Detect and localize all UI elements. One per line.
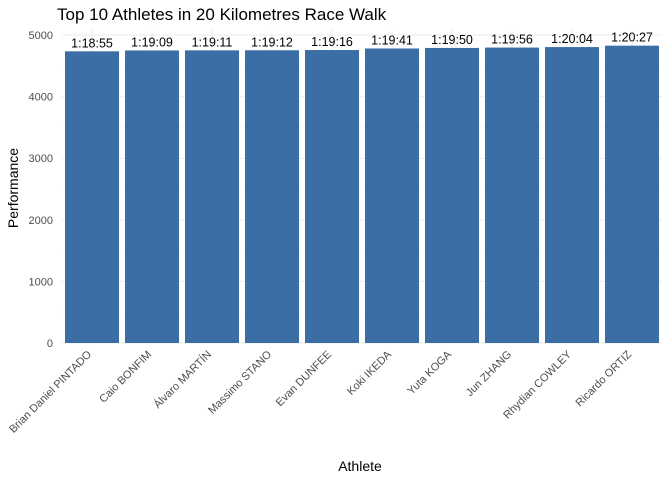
y-tick-label: 4000 xyxy=(29,92,53,104)
x-tick-label: Yuta KOGA xyxy=(405,348,454,397)
bar xyxy=(185,50,239,343)
bar-data-label: 1:18:55 xyxy=(71,36,113,50)
y-tick-label: 2000 xyxy=(29,215,53,227)
bars: 1:18:55 1:19:09 1:19:11 1:19:12 1:19:16 1:19:… xyxy=(65,31,659,344)
y-tick-label: 5000 xyxy=(29,30,53,42)
x-tick-label: Massimo STANO xyxy=(206,348,274,416)
bar-data-label: 1:19:12 xyxy=(251,35,293,49)
bar xyxy=(545,47,599,343)
x-tick-label: Brian Daniel PINTADO xyxy=(7,348,94,435)
bar xyxy=(125,50,179,343)
x-tick-label: Rhydian COWLEY xyxy=(501,348,574,421)
bar xyxy=(305,50,359,344)
bar xyxy=(65,51,119,343)
bar-data-label: 1:19:50 xyxy=(431,33,473,47)
x-tick-label: Caio BONFIM xyxy=(97,349,154,406)
y-tick-label: 0 xyxy=(47,338,53,350)
x-tick-label: Álvaro MARTÍN xyxy=(151,348,214,411)
bar xyxy=(605,45,659,343)
chart-title: Top 10 Athletes in 20 Kilometres Race Wa… xyxy=(57,5,387,24)
x-tick-label: Koki IKEDA xyxy=(345,348,395,398)
bar xyxy=(245,50,299,344)
x-tick-label: Evan DUNFEE xyxy=(274,349,334,409)
bar-data-label: 1:19:11 xyxy=(192,35,233,49)
y-tick-labels: 0 1000 2000 3000 4000 5000 xyxy=(29,30,53,350)
bar-data-label: 1:20:04 xyxy=(551,32,593,46)
x-tick-label: Jun ZHANG xyxy=(464,349,514,399)
bar xyxy=(485,47,539,343)
bar xyxy=(425,47,479,343)
y-tick-label: 3000 xyxy=(29,153,53,165)
y-tick-label: 1000 xyxy=(29,276,53,288)
bar xyxy=(365,48,419,344)
bar-data-label: 1:19:09 xyxy=(131,35,173,49)
bar-data-label: 1:20:27 xyxy=(611,31,653,45)
bar-data-label: 1:19:56 xyxy=(491,33,533,47)
x-axis-title: Athlete xyxy=(338,458,382,474)
y-axis-title: Performance xyxy=(5,148,21,228)
bar-data-label: 1:19:16 xyxy=(311,35,353,49)
x-tick-label: Ricardo ORTIZ xyxy=(573,348,634,409)
bar-data-label: 1:19:41 xyxy=(371,33,413,47)
